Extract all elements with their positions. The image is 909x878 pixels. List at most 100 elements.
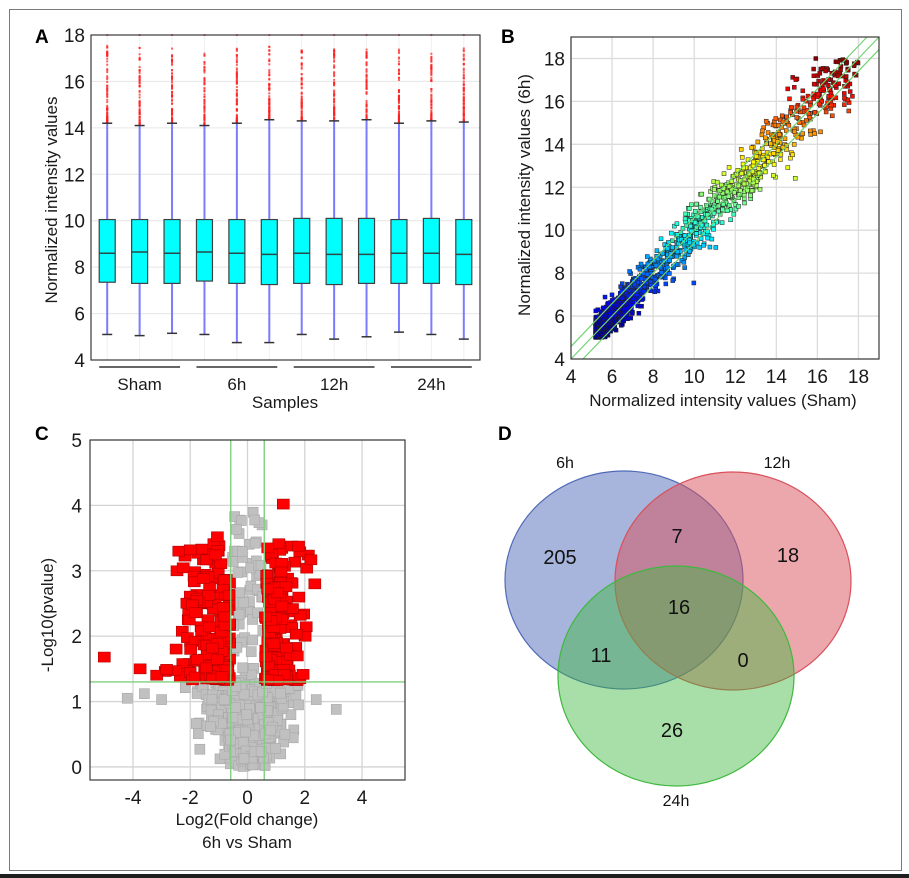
- panel-b-ytick-label: 6: [554, 307, 565, 328]
- outlier-point: [397, 104, 400, 107]
- outlier-point: [171, 72, 174, 75]
- outlier-point: [171, 107, 174, 110]
- outlier-point: [268, 105, 271, 108]
- outlier-point: [365, 83, 368, 86]
- outlier-point: [300, 104, 303, 107]
- outlier-point: [397, 70, 400, 73]
- outlier-point: [397, 95, 400, 98]
- panel-c-point-sig: [191, 654, 204, 665]
- panel-b-point: [784, 114, 789, 120]
- outlier-point: [333, 53, 336, 56]
- outlier-point: [171, 120, 174, 123]
- panel-c-point-ns: [293, 699, 304, 711]
- outlier-point: [333, 78, 336, 81]
- panel-b-point: [724, 189, 730, 195]
- outlier-point: [268, 107, 271, 110]
- panel-b-point: [669, 230, 674, 236]
- panel-a-box: [390, 218, 408, 284]
- panel-b-point: [720, 207, 725, 212]
- outlier-point: [365, 70, 368, 73]
- outlier-point: [106, 71, 109, 74]
- outlier-point: [430, 118, 433, 121]
- panel-a-outliers: [365, 34, 368, 120]
- outlier-point: [106, 95, 109, 98]
- panel-b-point: [698, 209, 704, 214]
- outlier-point: [171, 58, 174, 61]
- outlier-point: [106, 94, 109, 97]
- panel-b-point: [843, 74, 849, 79]
- outlier-point: [397, 90, 400, 93]
- panel-b-point: [668, 251, 674, 256]
- outlier-point: [138, 78, 141, 81]
- outlier-point: [203, 81, 206, 84]
- panel-c-point-sig: [197, 573, 211, 584]
- panel-b-point: [765, 130, 771, 135]
- panel-letter-b: B: [501, 27, 515, 48]
- panel-b-point: [717, 194, 722, 200]
- panel-b-point: [689, 202, 694, 208]
- outlier-point: [430, 68, 433, 71]
- panel-c-point-ns: [227, 712, 239, 723]
- outlier-point: [235, 92, 238, 95]
- outlier-point: [300, 108, 303, 111]
- outlier-point: [106, 109, 109, 112]
- panel-a-ytick-label: 14: [64, 119, 86, 140]
- panel-b-point: [829, 93, 834, 99]
- panel-b-ytick-label: 18: [544, 49, 565, 70]
- panel-c-point-sig: [203, 621, 216, 633]
- outlier-point: [235, 55, 238, 58]
- panel-b-point: [600, 305, 606, 311]
- outlier-point: [268, 58, 271, 61]
- outlier-point: [333, 89, 336, 92]
- panel-b-point: [842, 95, 847, 101]
- panel-c-volcano: C -4 -2 0 2 4 0 1 2 3 4 5 Log2(Fold change) 6h vs …: [35, 424, 406, 852]
- outlier-point: [462, 47, 465, 50]
- panel-b-point: [791, 142, 797, 147]
- panel-c-point-ns: [270, 742, 281, 754]
- panel-b-point: [823, 68, 828, 74]
- outlier-point: [365, 92, 368, 95]
- outlier-point: [333, 93, 336, 96]
- outlier-point: [462, 74, 465, 77]
- outlier-point: [235, 82, 238, 85]
- panel-b-point: [711, 227, 716, 232]
- outlier-point: [235, 58, 238, 61]
- outlier-point: [235, 86, 238, 89]
- outlier-point: [333, 118, 336, 121]
- panel-b-point: [709, 199, 715, 205]
- panel-b-point: [776, 123, 781, 128]
- panel-a-box: [195, 218, 214, 282]
- panel-b-point: [852, 71, 857, 77]
- outlier-point: [171, 109, 174, 112]
- outlier-point: [171, 55, 174, 58]
- outlier-point: [300, 51, 303, 54]
- panel-a-box: [228, 218, 246, 284]
- panel-b-point: [711, 210, 717, 216]
- panel-b-point: [726, 165, 732, 170]
- venn-region-6h-only: 205: [543, 547, 576, 569]
- outlier-point: [333, 105, 336, 108]
- outlier-point: [430, 106, 433, 109]
- panel-b-point: [733, 206, 739, 212]
- panel-b-point: [694, 201, 699, 207]
- panel-b-point: [738, 188, 743, 193]
- panel-b-point: [749, 145, 755, 151]
- outlier-point: [106, 87, 109, 90]
- panel-a-ytick-label: 10: [64, 212, 85, 233]
- panel-b-point: [614, 302, 619, 308]
- panel-b-point: [806, 111, 812, 116]
- outlier-point: [268, 74, 271, 77]
- venn-label-6h: 6h: [556, 455, 574, 472]
- outlier-point: [203, 68, 206, 71]
- panel-c-point-sig: [172, 545, 186, 557]
- panel-c-title: 6h vs Sham: [202, 833, 292, 852]
- outlier-point: [462, 100, 465, 103]
- outlier-point: [203, 105, 206, 108]
- outlier-point: [397, 111, 400, 114]
- outlier-point: [365, 73, 368, 76]
- outlier-point: [462, 114, 465, 117]
- panel-b-point: [792, 129, 797, 134]
- outlier-point: [365, 110, 368, 113]
- panel-b-point: [811, 81, 817, 87]
- outlier-point: [430, 66, 433, 69]
